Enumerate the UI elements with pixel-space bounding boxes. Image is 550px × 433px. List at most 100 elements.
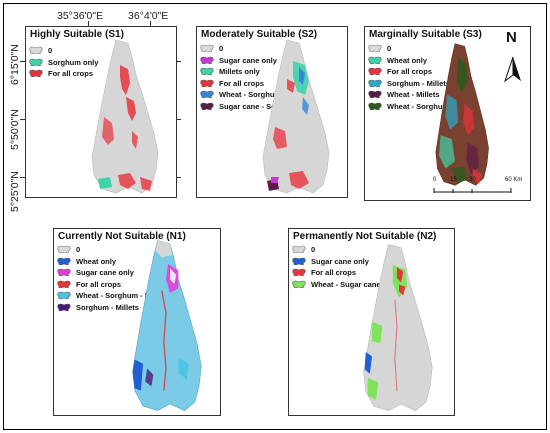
legend-item: Wheat - Millets (368, 89, 450, 101)
legend-label: Wheat - Sorghum - Millets (219, 90, 312, 100)
legend-label: Sugar cane only (219, 55, 277, 65)
legend-item: Wheat only (368, 55, 450, 67)
legend-item: Wheat - Sorghum - Millets (200, 89, 311, 101)
lat-tick (20, 119, 25, 120)
legend-item: Sugar cane only (292, 256, 381, 268)
legend-label: Millets only (219, 67, 260, 77)
scale-label: 60 Km (505, 177, 523, 183)
blob-swatch-icon (57, 245, 71, 254)
legend-label: Wheat only (76, 256, 117, 266)
blob-swatch-icon (57, 280, 71, 288)
legend: 0 Sorghum only For all crops (29, 45, 98, 80)
legend-label: 0 (76, 245, 81, 255)
lon-label-2: 36°4'0"E (128, 10, 169, 22)
north-arrow-icon (504, 56, 521, 83)
legend-label: Sugar cane - Sorghum (219, 101, 300, 111)
blob-swatch-icon (29, 58, 43, 66)
panel-title: Marginally Suitable (S3) (369, 29, 482, 40)
legend: 0 Wheat only For all crops Sorghum - Mil… (368, 43, 450, 112)
legend-item: Sugar cane - Sorghum (200, 101, 311, 113)
legend-item: Sugar cane only (200, 55, 311, 67)
lat-tick (20, 177, 25, 178)
legend-item: For all crops (292, 267, 381, 279)
panel-title: Currently Not Suitable (N1) (58, 231, 186, 242)
legend-label: For all crops (76, 279, 122, 289)
blob-swatch-icon (57, 303, 71, 311)
blob-swatch-icon (292, 245, 306, 254)
legend-label: Sorghum - Millets (76, 302, 139, 312)
legend-label: Sorghum - Millets (387, 78, 450, 88)
legend: 0 Wheat only Sugar cane only For all cro… (57, 244, 168, 313)
blob-swatch-icon (368, 67, 382, 76)
panel-highly-suitable: Highly Suitable (S1) 0 Sorghum only For … (25, 26, 177, 198)
blob-swatch-icon (57, 257, 71, 265)
blob-swatch-icon (292, 257, 306, 265)
legend-label: 0 (311, 245, 316, 255)
legend-label: Wheat - Sorghum - Millets (76, 291, 169, 301)
legend-item: Sugar cane only (57, 267, 168, 279)
lat-label-1: 6°15'0"N (9, 44, 21, 85)
north-label: N (506, 29, 517, 46)
legend-item: Wheat - Sorghum - Millets (57, 290, 168, 302)
legend-label: Sorghum only (48, 57, 99, 67)
legend-item: 0 (292, 244, 381, 256)
blob-swatch-icon (200, 102, 214, 110)
scale-label: 30 (469, 177, 476, 183)
blob-swatch-icon (368, 79, 382, 87)
blob-swatch-icon (292, 268, 306, 277)
lat-label-2: 5°50'0"N (9, 109, 21, 150)
suitability-map (262, 39, 330, 194)
panel-currently-not-suitable: Currently Not Suitable (N1) 0 Wheat only… (53, 228, 221, 416)
panel-moderately-suitable: Moderately Suitable (S2) 0 Sugar cane on… (196, 26, 348, 198)
suitability-map (132, 240, 202, 411)
scale-bar-icon (433, 188, 512, 193)
blob-swatch-icon (57, 291, 71, 300)
suitability-map (435, 43, 489, 186)
blob-swatch-icon (200, 90, 214, 99)
legend-label: 0 (387, 44, 392, 54)
legend-item: Wheat - Sorghum (368, 101, 450, 113)
blob-swatch-icon (57, 268, 71, 277)
legend-item: Wheat - Sugar cane (292, 279, 381, 291)
legend-label: For all crops (387, 67, 433, 77)
legend-item: 0 (200, 43, 311, 55)
legend-label: Wheat - Millets (387, 90, 440, 100)
lat-tick (176, 177, 181, 178)
legend-label: For all crops (219, 78, 265, 88)
blob-swatch-icon (368, 90, 382, 99)
suitability-map (363, 244, 433, 412)
legend-item: For all crops (29, 68, 98, 80)
legend-label: Wheat - Sugar cane (311, 279, 381, 289)
legend-item: Sorghum - Millets (57, 302, 168, 314)
legend-label: 0 (48, 46, 53, 56)
lat-tick (176, 119, 181, 120)
scale-label: 0 (433, 177, 437, 183)
blob-swatch-icon (368, 56, 382, 64)
legend-item: Sorghum only (29, 57, 98, 69)
blob-swatch-icon (200, 79, 214, 87)
blob-swatch-icon (200, 44, 214, 53)
blob-swatch-icon (368, 44, 382, 53)
scale-label: 15 (450, 177, 457, 183)
legend-label: Sugar cane only (311, 256, 369, 266)
lat-tick (176, 61, 181, 62)
lon-label-1: 35°36'0"E (57, 10, 104, 22)
legend-item: For all crops (57, 279, 168, 291)
panel-marginally-suitable: Marginally Suitable (S3) 0 Wheat only Fo… (364, 26, 531, 201)
panel-title: Permanently Not Suitable (N2) (293, 231, 437, 242)
panel-permanently-not-suitable: Permanently Not Suitable (N2) 0 Sugar ca… (288, 228, 455, 416)
lon-tick (150, 21, 151, 26)
legend-item: Wheat only (57, 256, 168, 268)
blob-swatch-icon (200, 67, 214, 76)
suitability-map (91, 39, 159, 194)
legend: 0 Sugar cane only Millets only For all c… (200, 43, 311, 112)
blob-swatch-icon (29, 69, 43, 78)
legend-label: For all crops (48, 69, 94, 79)
lon-tick (88, 21, 89, 26)
blob-swatch-icon (29, 46, 43, 55)
legend-label: Sugar cane only (76, 268, 134, 278)
blob-swatch-icon (368, 102, 382, 110)
blob-swatch-icon (200, 56, 214, 64)
legend-item: For all crops (368, 66, 450, 78)
legend-label: Wheat - Sorghum (387, 101, 450, 111)
